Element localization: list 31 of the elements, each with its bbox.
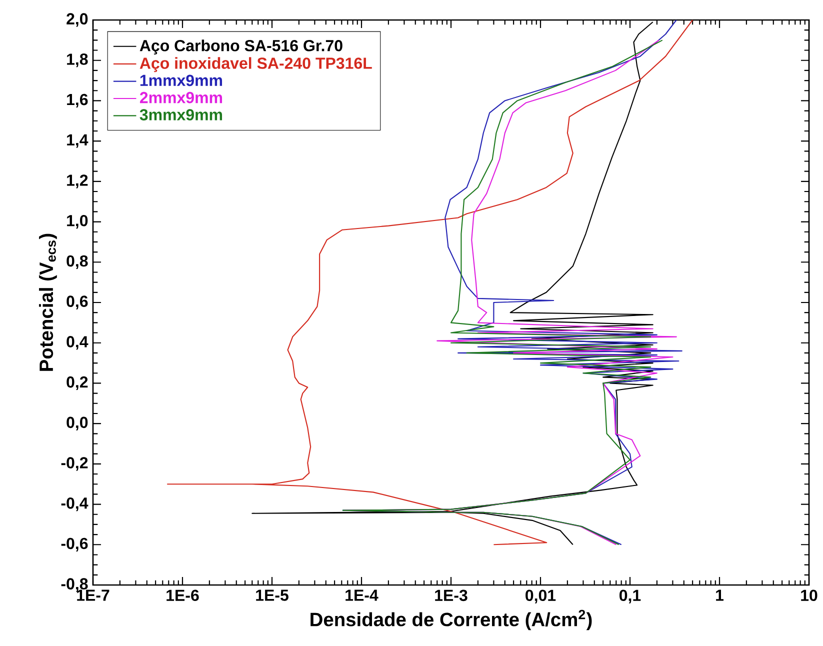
y-axis-title: Potencial (V$_{ecs}$) [39, 234, 57, 371]
legend-label: 1mmx9mm [140, 74, 222, 86]
y-tick-label: 0,8 [66, 255, 88, 269]
x-tick-label: 0,01 [526, 590, 556, 604]
legend-label: Aço Carbono SA-516 Gr.70 [140, 40, 342, 54]
y-tick-label: 0,2 [66, 376, 88, 390]
x-tick-label: 10 [801, 590, 818, 602]
y-tick-label: 0,0 [66, 416, 88, 430]
x-tick-label: 1E-7 [77, 590, 110, 601]
y-tick-label: -0,4 [61, 497, 88, 512]
legend-label: 2mmx9mm [140, 92, 222, 104]
x-tick-label: 0,1 [620, 590, 641, 604]
legend-label: Aço inoxidavel SA-240 TP316L [140, 57, 372, 72]
x-tick-label: 1E-6 [166, 590, 199, 602]
legend-label: 3mmx9mm [140, 109, 222, 120]
x-tick-label: 1E-3 [435, 590, 468, 602]
y-tick-label: 1,0 [67, 214, 88, 229]
y-tick-label: 2,0 [66, 13, 88, 27]
x-tick-label: 1E-5 [256, 590, 288, 601]
y-tick-label: 1,4 [67, 134, 88, 148]
y-tick-label: 1,2 [67, 174, 88, 188]
x-axis-title: Densidade de Corrente (A/cm$^{2}$) [310, 610, 592, 630]
y-tick-label: -0,6 [61, 538, 88, 552]
y-tick-label: 1,8 [67, 54, 88, 68]
y-tick-label: 0,6 [66, 296, 88, 310]
y-tick-label: -0,8 [61, 578, 88, 592]
y-tick-label: 0,4 [66, 336, 88, 350]
x-tick-label: 1 [716, 590, 724, 601]
x-tick-label: 1E-4 [346, 590, 378, 601]
y-tick-label: 1,6 [67, 94, 88, 108]
y-tick-label: -0,2 [61, 457, 88, 471]
